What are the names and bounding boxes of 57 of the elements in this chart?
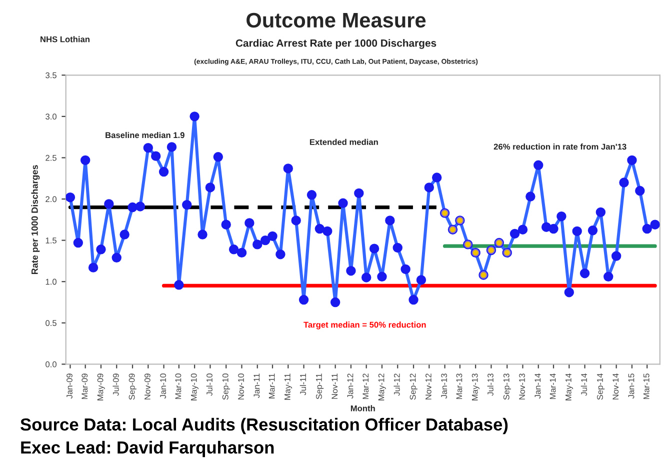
x-tick-label: Mar-11 (268, 374, 275, 398)
chart-subtitle: Cardiac Arrest Rate per 1000 Discharges (236, 39, 436, 49)
x-tick-label: Jan-15 (628, 374, 634, 399)
x-tick-label: Nov-14 (612, 373, 619, 400)
y-tick-label: 1.5 (46, 238, 56, 244)
y-tick-label: 3.5 (46, 72, 56, 78)
x-tick-label: Jan-09 (66, 374, 72, 399)
x-tick-label: Jan-12 (347, 374, 354, 399)
text: NHS Lothian (40, 36, 90, 42)
x-tick-label: May-10 (190, 374, 198, 400)
x-tick-label: Jan-10 (160, 374, 166, 399)
annotation: Baseline median 1.9 (106, 132, 184, 138)
y-tick-label: 3.0 (46, 114, 57, 120)
x-tick-label: Sep-12 (410, 374, 418, 400)
x-tick-label: Jan-11 (254, 374, 260, 398)
annotation: Target median = 50% reduction (304, 322, 426, 330)
x-tick-label: May-14 (566, 373, 574, 400)
x-axis-title: Month (350, 405, 375, 412)
annotation: Extended median (310, 138, 378, 146)
x-tick-label: Mar-14 (550, 373, 556, 399)
chart-title: Outcome Measure (246, 12, 426, 28)
x-tick-label: Jul-11 (300, 374, 306, 396)
x-tick-label: Nov-09 (144, 374, 150, 400)
x-tick-label: Mar-15 (644, 374, 650, 399)
x-tick-label: Nov-11 (332, 374, 338, 399)
x-tick-label: Sep-14 (597, 373, 605, 400)
y-tick-label: 1.0 (46, 278, 57, 285)
x-tick-label: Nov-10 (238, 374, 244, 400)
x-tick-label: Mar-09 (82, 374, 88, 399)
x-tick-label: Jul-09 (112, 374, 119, 396)
x-tick-label: Mar-10 (175, 374, 182, 399)
y-tick-label: 0.0 (46, 361, 57, 368)
x-tick-label: Mar-12 (362, 374, 369, 399)
x-tick-label: Jul-14 (580, 373, 588, 396)
x-tick-label: Jul-10 (206, 374, 212, 396)
y-axis-title: Rate per 1000 Discharges (31, 165, 40, 274)
y-tick-label: 2.5 (46, 154, 56, 161)
text: Exec Lead: David Farquharson (21, 440, 274, 458)
y-tick-label: 0.5 (46, 320, 56, 326)
x-tick-label: Sep-11 (316, 374, 324, 400)
x-tick-label: May-11 (284, 374, 292, 400)
x-tick-label: Sep-09 (128, 374, 136, 400)
x-tick-label: Mar-13 (456, 374, 462, 399)
x-tick-label: May-09 (97, 374, 105, 400)
y-tick-label: 2.0 (46, 196, 57, 202)
x-tick-label: Jul-12 (394, 374, 400, 396)
source-note: Source Data: Local Audits (Resuscitation Officer Database) (20, 418, 508, 434)
x-tick-label: May-13 (472, 374, 480, 400)
x-tick-label: Jan-13 (441, 374, 448, 399)
x-tick-label: Nov-13 (519, 374, 525, 400)
x-tick-label: Jan-14 (534, 373, 541, 399)
x-tick-label: Sep-10 (222, 374, 230, 400)
x-tick-label: Nov-12 (425, 374, 432, 400)
annotation: 26% reduction in rate from Jan'13 (494, 144, 626, 150)
x-tick-label: Sep-13 (503, 374, 511, 400)
x-tick-label: Jul-13 (487, 374, 494, 396)
x-tick-label: May-12 (378, 374, 386, 400)
